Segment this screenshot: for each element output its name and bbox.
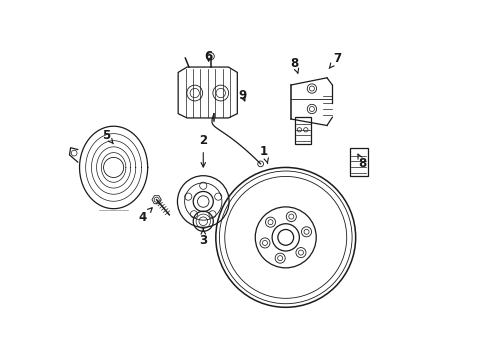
Text: 1: 1 [260, 145, 268, 163]
Text: 2: 2 [199, 134, 207, 167]
Text: 4: 4 [138, 208, 152, 224]
Text: 5: 5 [102, 129, 113, 144]
Text: 8: 8 [357, 154, 366, 170]
Text: 9: 9 [238, 89, 246, 102]
Text: 6: 6 [204, 50, 212, 63]
Text: 8: 8 [290, 57, 298, 73]
Text: 7: 7 [328, 51, 341, 68]
Text: 3: 3 [199, 229, 207, 247]
